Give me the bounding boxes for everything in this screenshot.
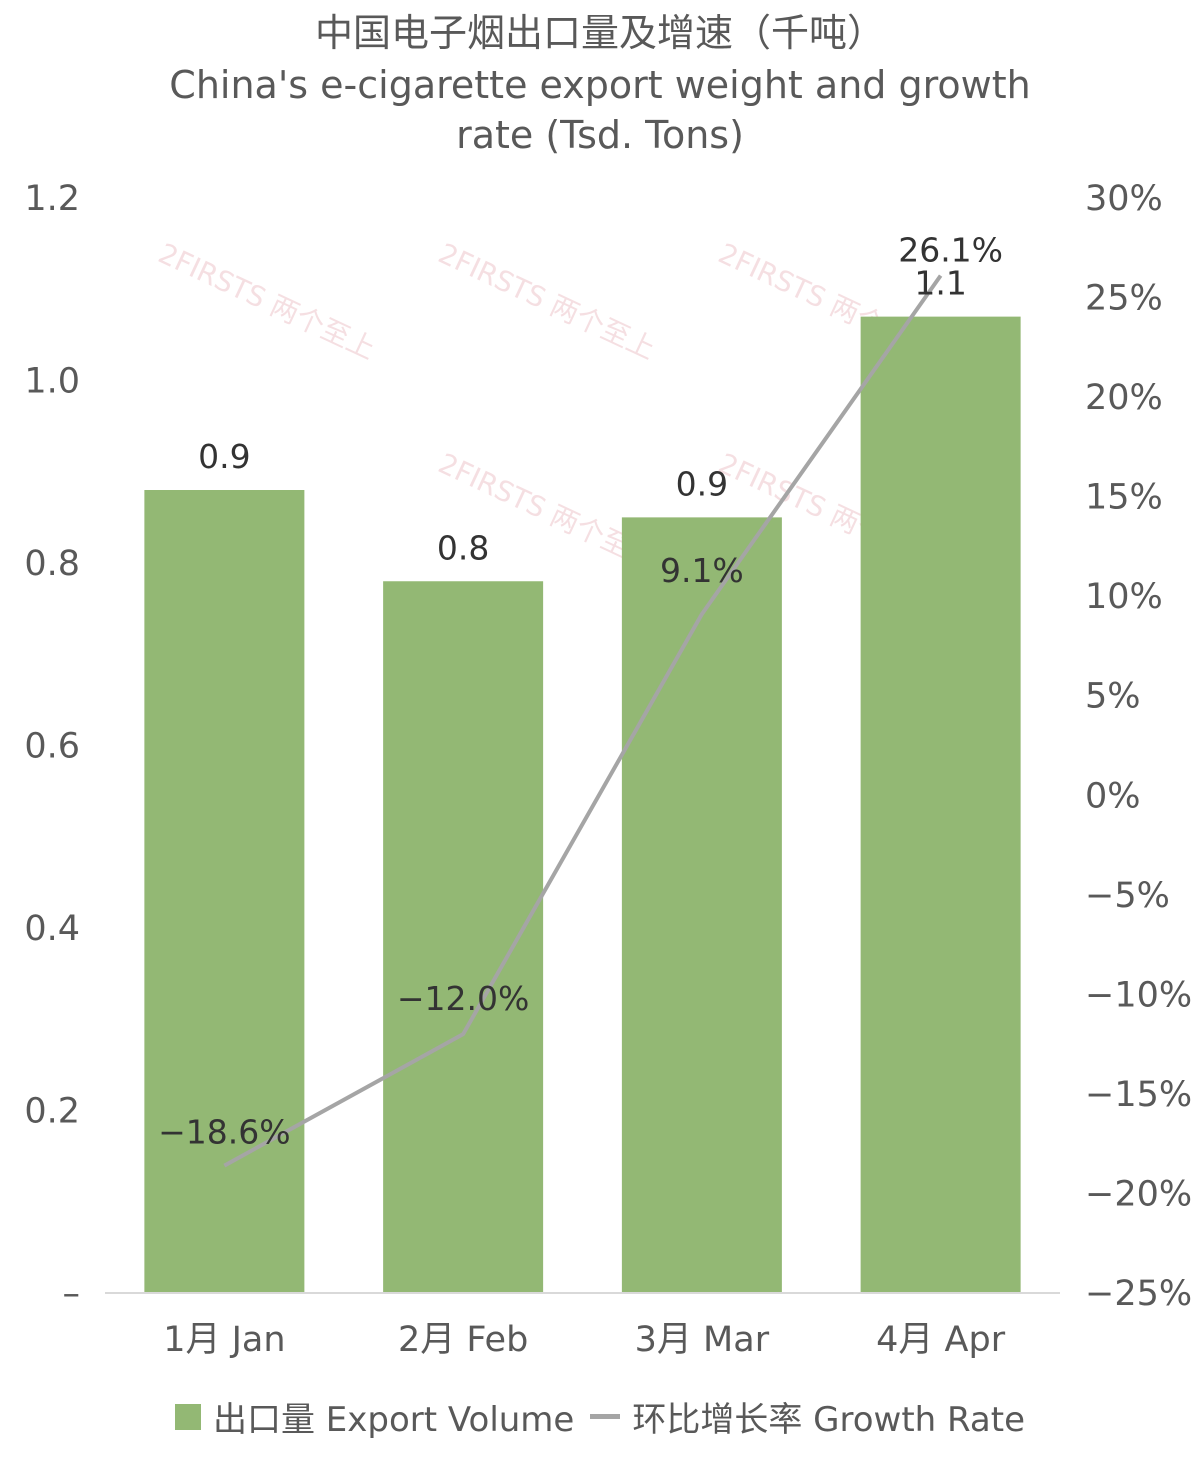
bar-data-label: 0.9 [198, 437, 250, 476]
growth-rate-data-label: 26.1% [898, 231, 1003, 270]
y-right-tick-label: −5% [1085, 876, 1170, 916]
y-right-tick-label: 5% [1085, 677, 1141, 717]
growth-rate-data-label: 9.1% [660, 551, 744, 590]
bar-data-label: 0.9 [676, 464, 728, 503]
y-left-tick-label: 0.2 [24, 1092, 80, 1132]
y-right-tick-label: 0% [1085, 776, 1141, 816]
growth-rate-line [223, 274, 943, 1168]
bar-4 [860, 316, 1021, 1293]
y-right-tick-label: −10% [1085, 975, 1192, 1015]
chart-title-en-line1: China's e-cigarette export weight and gr… [169, 63, 1031, 107]
chart-title-en-line2: rate (Tsd. Tons) [456, 113, 744, 157]
legend-swatch-line [590, 1414, 621, 1419]
y-right-tick-label: 30% [1085, 179, 1163, 219]
bar-data-label: 1.1 [914, 264, 966, 303]
y-right-tick-label: −20% [1085, 1174, 1192, 1214]
y-left-tick-label: 0.4 [24, 909, 80, 949]
y-left-tick-label: 1.0 [24, 362, 80, 402]
y-left-tick-label: 0.8 [24, 544, 80, 584]
y-right-tick-label: −25% [1085, 1274, 1192, 1314]
chart-canvas: – 0.2 0.4 0.6 0.8 1.0 1.2 −25% −20% −15% −10% −5% 0%… [24, 179, 1192, 1360]
legend-label-growth-rate: 环比增长率 Growth Rate [632, 1400, 1026, 1440]
y-left-tick-label: 1.2 [24, 179, 80, 219]
y-left-tick-label: – [63, 1274, 81, 1314]
bar-data-label: 0.8 [437, 528, 489, 567]
y-right-tick-label: 20% [1085, 378, 1163, 418]
y-right-tick-label: 10% [1085, 577, 1163, 617]
growth-rate-data-label: −18.6% [158, 1113, 290, 1152]
x-tick-label: 1月 Jan [163, 1320, 285, 1360]
chart-title-cn: 中国电子烟出口量及增速（千吨） [314, 11, 885, 55]
y-right-tick-label: −15% [1085, 1075, 1192, 1115]
bar-1 [144, 490, 305, 1293]
legend-swatch-bar [174, 1403, 201, 1430]
legend: 出口量 Export Volume 环比增长率 Growth Rate [0, 1392, 1200, 1441]
legend-label-export-volume: 出口量 Export Volume [212, 1400, 575, 1440]
legend-item-export-volume[interactable]: 出口量 Export Volume [174, 1392, 575, 1441]
y-left-tick-label: 0.6 [24, 727, 80, 767]
y-right-tick-label: 15% [1085, 478, 1163, 518]
x-tick-label: 3月 Mar [635, 1320, 770, 1360]
x-tick-label: 2月 Feb [398, 1320, 528, 1360]
x-tick-label: 4月 Apr [876, 1320, 1006, 1360]
y-right-tick-label: 25% [1085, 279, 1163, 319]
legend-item-growth-rate[interactable]: 环比增长率 Growth Rate [590, 1392, 1025, 1441]
bar-3 [621, 517, 782, 1293]
growth-rate-data-label: −12.0% [397, 979, 529, 1018]
